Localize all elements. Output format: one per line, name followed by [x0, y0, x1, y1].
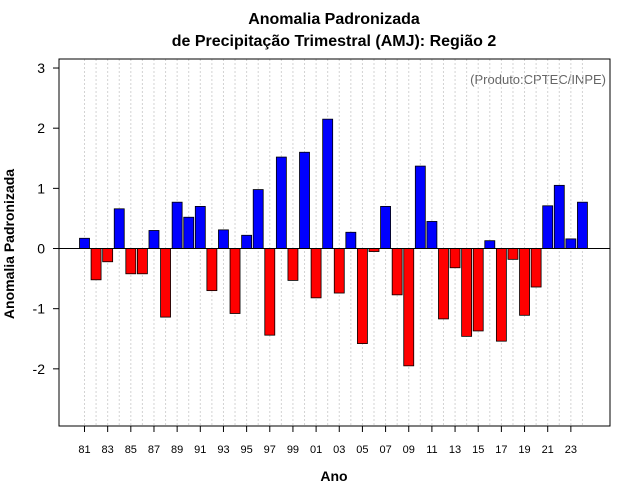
bar-81 [79, 237, 90, 249]
y-tick-label: 0 [37, 241, 45, 257]
bar-16 [484, 240, 496, 249]
x-tick-label: 95 [240, 444, 252, 456]
bars-layer [79, 118, 588, 367]
x-tick-label: 85 [125, 444, 137, 456]
y-tick-label: 1 [37, 180, 45, 196]
bar-89 [171, 201, 183, 249]
bar-13 [449, 248, 461, 269]
bar-97 [264, 248, 276, 336]
x-tick-label: 91 [194, 444, 206, 456]
y-tick-label: -1 [33, 301, 46, 317]
x-tick-label: 15 [472, 444, 484, 456]
bar-18 [507, 248, 519, 260]
bar-09 [403, 248, 415, 367]
x-tick-label: 97 [264, 444, 276, 456]
x-tick-label: 13 [449, 444, 461, 456]
chart-title-line-2: de Precipitação Trimestral (AMJ): Região… [172, 33, 497, 50]
bar-19 [519, 248, 530, 316]
bar-91 [194, 205, 206, 249]
bar-95 [241, 234, 253, 249]
bar-20 [530, 248, 542, 288]
bar-15 [472, 248, 484, 332]
bar-98 [275, 156, 287, 249]
bar-10 [414, 165, 426, 249]
y-tick-label: 2 [37, 120, 45, 136]
x-tick-label: 81 [78, 444, 90, 456]
bar-07 [380, 205, 391, 249]
x-tick-label: 11 [426, 444, 437, 456]
bar-00 [299, 151, 310, 249]
y-tick-label: -2 [33, 361, 46, 377]
x-axis-label: Ano [320, 468, 347, 484]
x-tick-label: 93 [217, 444, 229, 456]
x-tick-label: 09 [403, 444, 415, 456]
bar-99 [287, 248, 299, 281]
x-tick-label: 19 [518, 444, 530, 456]
y-axis: Anomalia Padronizada [1, 169, 17, 319]
x-tick-label: 87 [148, 444, 160, 456]
bar-08 [391, 248, 403, 296]
bar-92 [206, 248, 218, 292]
chart-title-line-1: Anomalia Padronizada [248, 11, 420, 28]
x-axis: Ano [320, 468, 347, 484]
bar-21 [542, 205, 554, 249]
bar-94 [229, 248, 241, 314]
bar-24 [577, 201, 588, 249]
x-tick-label: 07 [379, 444, 391, 456]
bar-86 [136, 248, 148, 275]
y-axis-label: Anomalia Padronizada [1, 169, 17, 319]
x-tick-label: 01 [310, 444, 322, 456]
plot-frame [58, 58, 611, 427]
bar-11 [426, 221, 438, 249]
bar-83 [102, 248, 114, 263]
x-tick-label: 21 [542, 444, 554, 456]
bar-96 [252, 189, 264, 249]
bar-85 [125, 248, 137, 275]
credit-label: (Produto:CPTEC/INPE) [470, 72, 606, 87]
x-tick-label: 83 [102, 444, 114, 456]
bar-23 [565, 238, 577, 249]
y-tick-label: 3 [37, 60, 45, 76]
bar-90 [183, 216, 195, 249]
x-tick-label: 23 [565, 444, 577, 456]
bar-93 [218, 229, 229, 249]
bar-03 [333, 248, 345, 294]
bar-02 [322, 118, 334, 249]
bar-84 [113, 208, 125, 249]
bar-82 [90, 248, 102, 281]
x-tick-label: 89 [171, 444, 183, 456]
bar-05 [357, 248, 368, 344]
bar-12 [438, 248, 449, 320]
x-tick-label: 17 [495, 444, 507, 456]
bar-87 [148, 230, 160, 249]
x-tick-label: 99 [287, 444, 299, 456]
x-tick-label: 03 [333, 444, 345, 456]
bar-88 [160, 248, 171, 318]
grid-layer [84, 59, 583, 426]
bar-22 [553, 184, 565, 249]
x-tick-label: 05 [356, 444, 368, 456]
bar-17 [495, 248, 507, 342]
bar-04 [345, 231, 357, 249]
bar-01 [310, 248, 322, 299]
bar-14 [461, 248, 473, 337]
